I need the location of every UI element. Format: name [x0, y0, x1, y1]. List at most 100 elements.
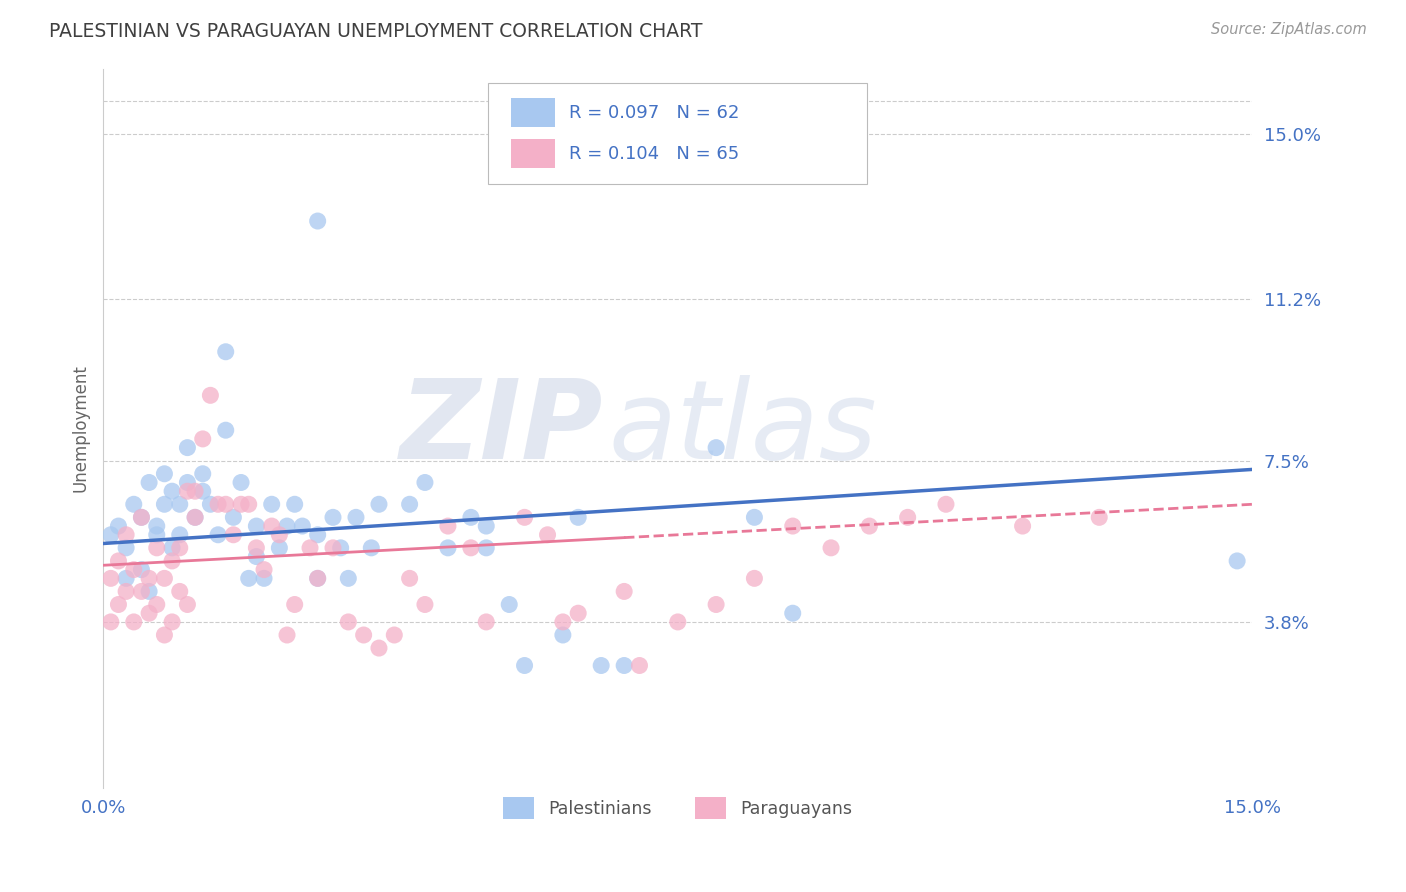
Point — [184, 484, 207, 499]
Point — [115, 541, 138, 555]
Point — [145, 528, 167, 542]
Bar — [512, 139, 555, 169]
Point — [253, 571, 276, 585]
Point — [307, 528, 329, 542]
Point — [437, 519, 460, 533]
Point — [122, 563, 145, 577]
Point — [238, 571, 260, 585]
Point — [107, 598, 129, 612]
Point — [160, 615, 183, 629]
Point — [413, 598, 436, 612]
Point — [322, 541, 344, 555]
Point — [145, 598, 167, 612]
Point — [353, 628, 375, 642]
Point — [160, 484, 183, 499]
Point — [551, 628, 574, 642]
Point — [437, 541, 460, 555]
Point — [284, 598, 307, 612]
Point — [413, 475, 436, 490]
Point — [115, 528, 138, 542]
Point — [368, 641, 391, 656]
Point — [160, 541, 183, 555]
Point — [145, 519, 167, 533]
Point — [704, 441, 727, 455]
Point — [613, 658, 636, 673]
Point — [160, 554, 183, 568]
Point — [1088, 510, 1111, 524]
Point — [169, 584, 191, 599]
Point — [191, 484, 214, 499]
Point — [744, 571, 766, 585]
Point — [122, 615, 145, 629]
Point — [704, 598, 727, 612]
Point — [153, 497, 176, 511]
FancyBboxPatch shape — [488, 83, 868, 184]
Text: atlas: atlas — [609, 375, 877, 482]
Point — [782, 606, 804, 620]
Point — [222, 510, 245, 524]
Point — [567, 606, 589, 620]
Point — [200, 497, 222, 511]
Point — [229, 475, 252, 490]
Point — [307, 571, 329, 585]
Point — [368, 497, 391, 511]
Point — [169, 528, 191, 542]
Point — [184, 510, 207, 524]
Point — [131, 563, 153, 577]
Point — [628, 658, 651, 673]
Point — [138, 584, 160, 599]
Point — [567, 510, 589, 524]
Point — [153, 571, 176, 585]
Point — [169, 541, 191, 555]
Point — [498, 598, 520, 612]
Point — [100, 571, 122, 585]
Point — [460, 510, 482, 524]
Point — [276, 628, 298, 642]
Point — [153, 628, 176, 642]
Point — [245, 541, 267, 555]
Point — [200, 388, 222, 402]
Point — [460, 541, 482, 555]
Point — [191, 467, 214, 481]
Text: R = 0.104   N = 65: R = 0.104 N = 65 — [568, 145, 740, 163]
Point — [100, 615, 122, 629]
Point — [107, 519, 129, 533]
Point — [229, 497, 252, 511]
Point — [253, 563, 276, 577]
Point — [138, 606, 160, 620]
Point — [1011, 519, 1033, 533]
Point — [307, 214, 329, 228]
Point — [666, 615, 689, 629]
Point — [260, 497, 283, 511]
Text: PALESTINIAN VS PARAGUAYAN UNEMPLOYMENT CORRELATION CHART: PALESTINIAN VS PARAGUAYAN UNEMPLOYMENT C… — [49, 22, 703, 41]
Bar — [512, 98, 555, 127]
Point — [298, 541, 321, 555]
Point — [591, 658, 613, 673]
Point — [782, 519, 804, 533]
Point — [138, 475, 160, 490]
Point — [897, 510, 920, 524]
Point — [398, 571, 420, 585]
Point — [191, 432, 214, 446]
Point — [935, 497, 957, 511]
Point — [536, 528, 558, 542]
Point — [337, 571, 360, 585]
Point — [1226, 554, 1249, 568]
Point — [245, 519, 267, 533]
Point — [207, 497, 229, 511]
Point — [184, 510, 207, 524]
Point — [131, 510, 153, 524]
Point — [398, 497, 420, 511]
Point — [337, 615, 360, 629]
Point — [382, 628, 405, 642]
Point — [513, 510, 536, 524]
Point — [207, 528, 229, 542]
Point — [475, 541, 498, 555]
Point — [107, 554, 129, 568]
Point — [858, 519, 880, 533]
Point — [322, 510, 344, 524]
Point — [153, 467, 176, 481]
Point — [222, 528, 245, 542]
Point — [176, 475, 198, 490]
Point — [269, 528, 291, 542]
